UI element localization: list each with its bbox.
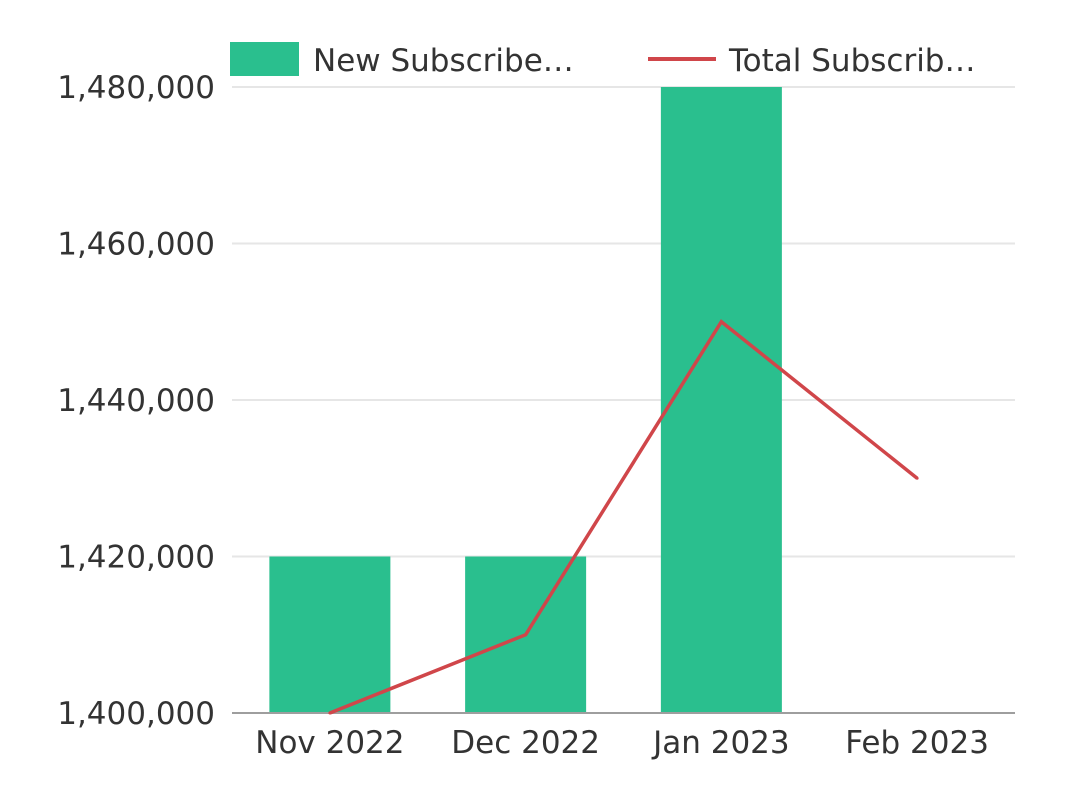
legend-label-new-subscribers: New Subscribe… — [313, 43, 574, 79]
line-total-subscribers[interactable] — [329, 319, 919, 715]
x-tick-label-nov-2022: Nov 2022 — [255, 725, 404, 761]
line-point-dec-2022[interactable] — [524, 633, 528, 637]
x-tick-label-dec-2022: Dec 2022 — [451, 725, 600, 761]
bar-series — [269, 87, 782, 713]
legend: New Subscribe… Total Subscrib… — [230, 42, 976, 79]
y-tick-label-3: 1,460,000 — [57, 227, 215, 263]
x-axis-ticks: Nov 2022 Dec 2022 Jan 2023 Feb 2023 — [255, 725, 989, 761]
y-tick-label-4: 1,480,000 — [57, 70, 215, 106]
gridlines — [232, 86, 1015, 558]
bar-nov-2022[interactable] — [269, 556, 391, 714]
y-tick-label-0: 1,400,000 — [57, 696, 215, 732]
legend-swatch-bar — [230, 42, 299, 76]
legend-label-total-subscribers: Total Subscrib… — [728, 43, 976, 79]
line-point-nov-2022[interactable] — [328, 711, 332, 715]
x-tick-label-feb-2023: Feb 2023 — [845, 725, 989, 761]
line-point-feb-2023[interactable] — [915, 476, 919, 480]
y-tick-label-1: 1,420,000 — [57, 540, 215, 576]
x-tick-label-jan-2023: Jan 2023 — [651, 725, 790, 761]
legend-item-new-subscribers[interactable]: New Subscribe… — [230, 42, 574, 79]
legend-item-total-subscribers[interactable]: Total Subscrib… — [648, 43, 976, 79]
y-tick-label-2: 1,440,000 — [57, 383, 215, 419]
line-point-jan-2023[interactable] — [719, 320, 723, 324]
line-series — [328, 319, 919, 715]
y-axis-ticks: 1,400,000 1,420,000 1,440,000 1,460,000 1,48… — [57, 70, 215, 732]
bar-jan-2023[interactable] — [660, 87, 782, 713]
